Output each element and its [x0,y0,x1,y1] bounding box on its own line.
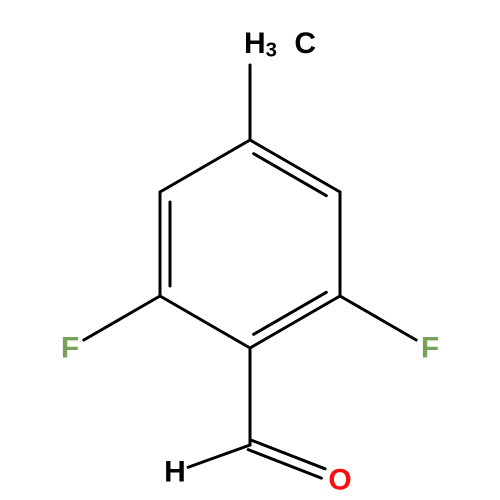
fluorine-atom-label: F [421,332,439,365]
molecule-diagram: F F O H CH3 [0,0,500,500]
bond [340,296,416,340]
methyl-label: CH3 [244,27,316,62]
bond [160,296,250,348]
bond [254,292,327,334]
bond [160,140,250,192]
oxygen-atom-label: O [328,464,351,497]
bond [250,140,340,192]
bond [188,445,250,467]
bond [250,296,340,348]
fluorine-atom-label: F [61,332,79,365]
hydrogen-atom-label: H [164,456,186,489]
bond [254,154,327,196]
bond [84,296,160,340]
